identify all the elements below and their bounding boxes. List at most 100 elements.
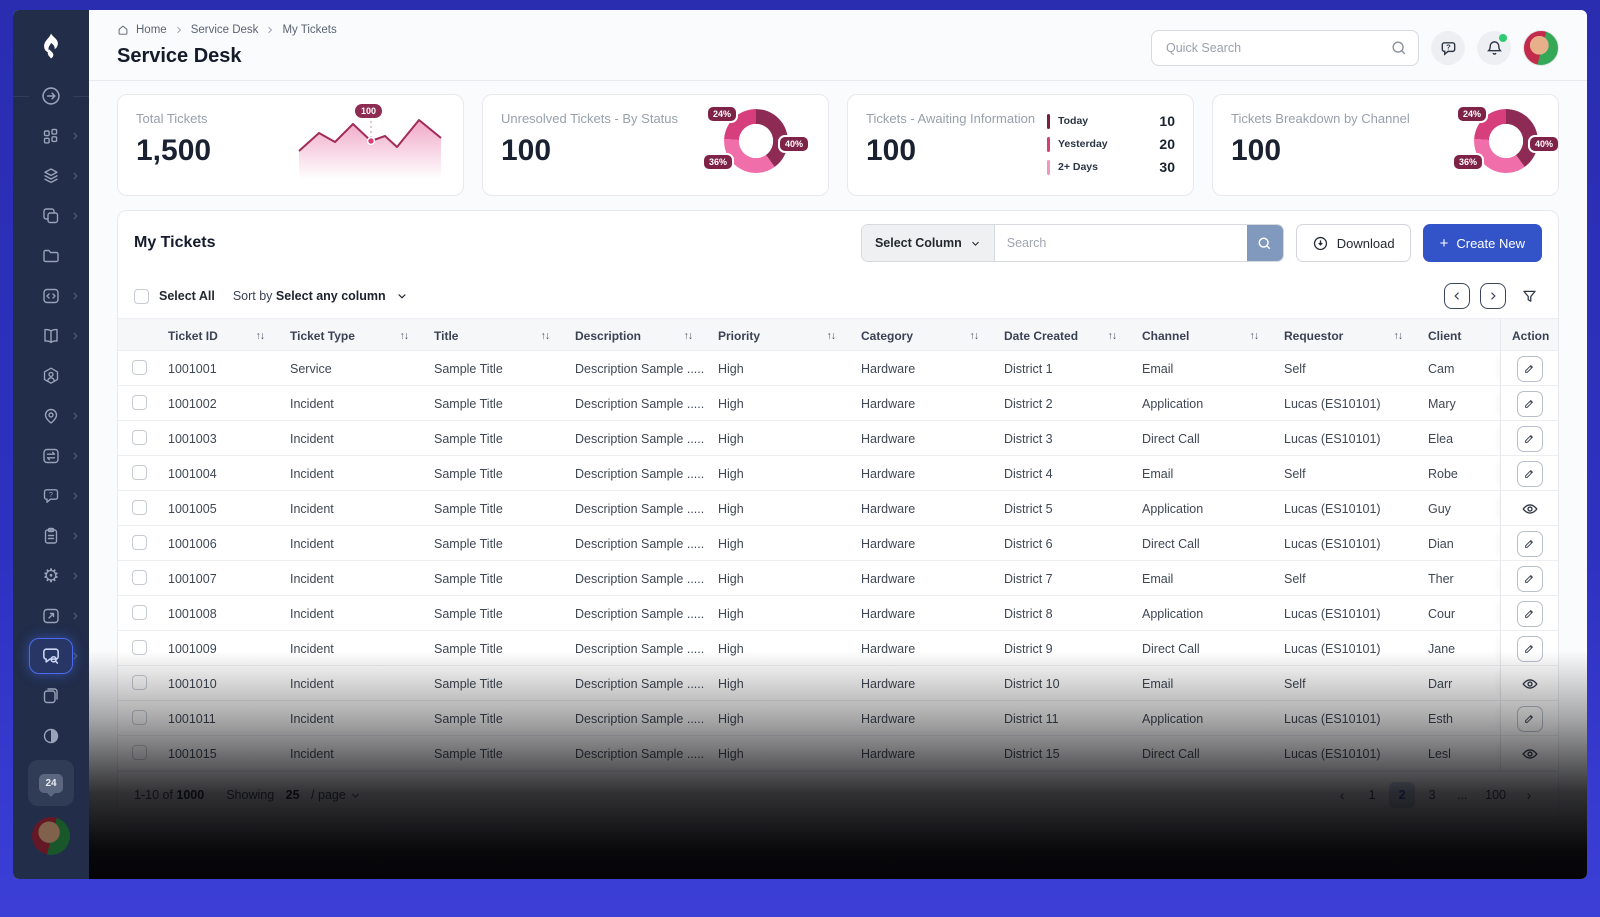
column-header-priority[interactable]: Priority ↑↓: [718, 328, 836, 343]
sidebar-item-external-link[interactable]: [13, 596, 89, 636]
page-button-1[interactable]: 1: [1359, 782, 1385, 808]
column-header-channel[interactable]: Channel ↑↓: [1142, 328, 1259, 343]
column-header-description[interactable]: Description ↑↓: [575, 328, 693, 343]
notifications-button[interactable]: [1477, 31, 1511, 65]
sidebar-item-clipboard[interactable]: [13, 516, 89, 556]
sort-by[interactable]: Sort by Select any column: [232, 289, 386, 303]
row-checkbox[interactable]: [132, 569, 147, 585]
sidebar-item-user-hexagon[interactable]: [13, 356, 89, 396]
column-header-ticket-type[interactable]: Ticket Type ↑↓: [290, 328, 409, 343]
sidebar-item-help-chat[interactable]: ?: [13, 476, 89, 516]
help-button[interactable]: ?: [1431, 31, 1465, 65]
row-checkbox[interactable]: [132, 429, 147, 445]
chevron-down-icon[interactable]: [396, 290, 408, 302]
sidebar-item-pages[interactable]: [13, 676, 89, 716]
row-checkbox[interactable]: [132, 534, 147, 550]
search-icon[interactable]: [1390, 39, 1408, 57]
app-logo[interactable]: [31, 26, 71, 66]
cell-requestor: Lucas (ES10101): [1284, 606, 1381, 621]
sort-icon[interactable]: ↑↓: [1249, 329, 1259, 342]
edit-icon: [1523, 432, 1536, 445]
sidebar-item-folder[interactable]: [13, 236, 89, 276]
row-checkbox[interactable]: [132, 709, 147, 725]
table-search-input[interactable]: [994, 225, 1247, 261]
page-button-100[interactable]: 100: [1479, 782, 1512, 808]
page-button-2[interactable]: 2: [1389, 782, 1416, 808]
row-checkbox[interactable]: [132, 464, 147, 480]
breadcrumb-service-desk[interactable]: Service Desk: [190, 24, 259, 36]
row-checkbox[interactable]: [132, 639, 147, 655]
edit-button[interactable]: [1516, 355, 1543, 382]
scroll-left-button[interactable]: [1444, 283, 1470, 309]
sort-icon[interactable]: ↑↓: [255, 329, 265, 342]
table-search-button[interactable]: [1246, 225, 1283, 261]
breadcrumb-home[interactable]: Home: [136, 24, 167, 36]
per-page-dropdown[interactable]: Showing 25 / page: [226, 788, 361, 802]
sort-icon[interactable]: ↑↓: [826, 329, 836, 342]
edit-button[interactable]: [1516, 705, 1543, 732]
sidebar-item-layers[interactable]: [13, 156, 89, 196]
cell-description: Description Sample .....: [575, 431, 705, 446]
sidebar-item-contrast[interactable]: [13, 716, 89, 756]
download-button[interactable]: Download: [1295, 224, 1411, 262]
sidebar-item-book[interactable]: [13, 316, 89, 356]
prev-page-button[interactable]: ‹: [1329, 782, 1355, 808]
row-checkbox[interactable]: [132, 674, 147, 690]
column-header-date-created[interactable]: Date Created ↑↓: [1004, 328, 1117, 343]
sidebar-item-location[interactable]: [13, 396, 89, 436]
sidebar-item-chat-search[interactable]: [13, 636, 89, 676]
filter-button[interactable]: [1516, 283, 1542, 309]
sidebar-item-settings[interactable]: ⚙: [13, 556, 89, 596]
sidebar-item-dashboard[interactable]: [13, 116, 89, 156]
sort-icon[interactable]: ↑↓: [1107, 329, 1117, 342]
edit-button[interactable]: [1516, 460, 1543, 487]
sidebar-item-arrow-circle[interactable]: [13, 76, 89, 116]
quick-search-input[interactable]: [1166, 41, 1390, 55]
next-page-button[interactable]: ›: [1516, 782, 1542, 808]
view-button[interactable]: [1521, 745, 1539, 763]
cell-title: Sample Title: [434, 501, 503, 516]
sort-icon[interactable]: ↑↓: [399, 329, 409, 342]
edit-button[interactable]: [1516, 565, 1543, 592]
sort-icon[interactable]: ↑↓: [683, 329, 693, 342]
edit-button[interactable]: [1516, 390, 1543, 417]
scroll-right-button[interactable]: [1480, 283, 1506, 309]
sidebar-item-badge-tile[interactable]: 24: [13, 756, 89, 810]
row-checkbox[interactable]: [132, 499, 147, 515]
breadcrumb-my-tickets[interactable]: My Tickets: [282, 24, 337, 36]
row-checkbox[interactable]: [132, 359, 147, 375]
column-header-ticket-id[interactable]: Ticket ID ↑↓: [168, 328, 265, 343]
page-button-3[interactable]: 3: [1419, 782, 1445, 808]
column-header-requestor[interactable]: Requestor ↑↓: [1284, 328, 1403, 343]
edit-button[interactable]: [1516, 635, 1543, 662]
sidebar-item-swap[interactable]: [13, 436, 89, 476]
eye-icon: [1521, 745, 1539, 763]
view-button[interactable]: [1521, 500, 1539, 518]
select-all-checkbox[interactable]: [134, 288, 149, 304]
view-button[interactable]: [1521, 675, 1539, 693]
legend-row-2plus-days: 2+ Days 30: [1047, 159, 1175, 175]
sidebar-item-copy[interactable]: [13, 196, 89, 236]
sort-icon[interactable]: ↑↓: [1393, 329, 1403, 342]
cell-date-created: District 9: [1004, 641, 1053, 656]
sort-icon[interactable]: ↑↓: [969, 329, 979, 342]
awaiting-legend: Today 10 Yesterday 20 2+ Days 30: [1047, 113, 1175, 175]
row-checkbox[interactable]: [132, 604, 147, 620]
edit-button[interactable]: [1516, 425, 1543, 452]
create-new-button[interactable]: + Create New: [1422, 224, 1542, 262]
avatar[interactable]: [1523, 30, 1559, 66]
donut-label-36: 36%: [702, 153, 735, 171]
edit-button[interactable]: [1516, 530, 1543, 557]
cell-priority: High: [718, 466, 744, 481]
column-header-category[interactable]: Category ↑↓: [861, 328, 979, 343]
cell-date-created: District 6: [1004, 536, 1053, 551]
sidebar-item-code[interactable]: [13, 276, 89, 316]
row-checkbox[interactable]: [132, 744, 147, 760]
sidebar-avatar[interactable]: [32, 817, 70, 855]
cell-priority: High: [718, 361, 744, 376]
edit-button[interactable]: [1516, 600, 1543, 627]
sort-icon[interactable]: ↑↓: [540, 329, 550, 342]
select-column-dropdown[interactable]: Select Column: [861, 225, 995, 261]
column-header-title[interactable]: Title ↑↓: [434, 328, 550, 343]
row-checkbox[interactable]: [132, 394, 147, 410]
